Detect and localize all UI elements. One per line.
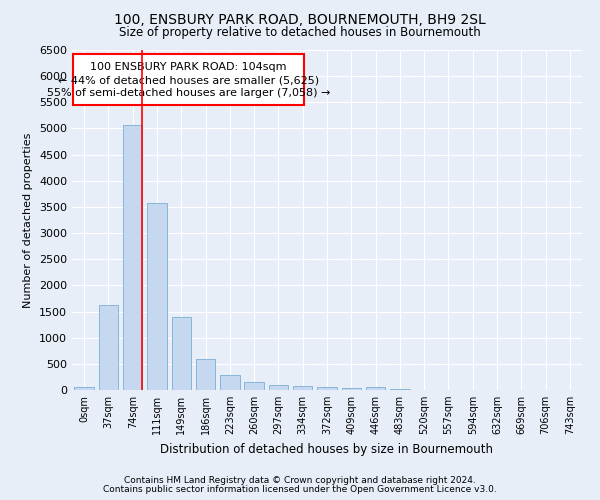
Y-axis label: Number of detached properties: Number of detached properties bbox=[23, 132, 34, 308]
Bar bbox=[99, 306, 118, 390]
Text: Size of property relative to detached houses in Bournemouth: Size of property relative to detached ho… bbox=[119, 26, 481, 39]
Bar bbox=[123, 126, 142, 390]
X-axis label: Distribution of detached houses by size in Bournemouth: Distribution of detached houses by size … bbox=[161, 442, 493, 456]
Bar bbox=[220, 375, 239, 390]
FancyBboxPatch shape bbox=[73, 54, 304, 105]
Text: 100, ENSBURY PARK ROAD, BOURNEMOUTH, BH9 2SL: 100, ENSBURY PARK ROAD, BOURNEMOUTH, BH9… bbox=[114, 12, 486, 26]
Text: ← 44% of detached houses are smaller (5,625): ← 44% of detached houses are smaller (5,… bbox=[58, 76, 319, 86]
Bar bbox=[317, 388, 337, 390]
Bar bbox=[196, 358, 215, 390]
Text: Contains public sector information licensed under the Open Government Licence v3: Contains public sector information licen… bbox=[103, 485, 497, 494]
Bar bbox=[244, 382, 264, 390]
Text: 100 ENSBURY PARK ROAD: 104sqm: 100 ENSBURY PARK ROAD: 104sqm bbox=[91, 62, 287, 72]
Bar bbox=[172, 317, 191, 390]
Bar bbox=[293, 386, 313, 390]
Bar bbox=[74, 387, 94, 390]
Text: Contains HM Land Registry data © Crown copyright and database right 2024.: Contains HM Land Registry data © Crown c… bbox=[124, 476, 476, 485]
Bar bbox=[341, 388, 361, 390]
Bar bbox=[269, 385, 288, 390]
Bar bbox=[147, 202, 167, 390]
Bar bbox=[366, 388, 385, 390]
Text: 55% of semi-detached houses are larger (7,058) →: 55% of semi-detached houses are larger (… bbox=[47, 88, 330, 98]
